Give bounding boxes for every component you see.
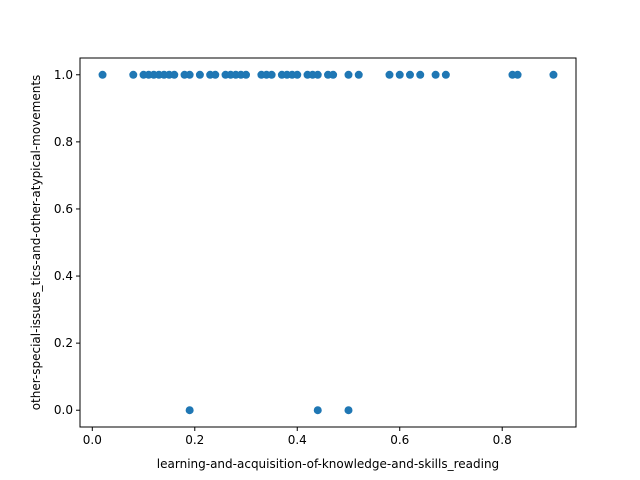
x-tick-label: 0.2 — [185, 433, 204, 447]
y-tick-label: 0.4 — [54, 269, 73, 283]
y-tick-label: 0.0 — [54, 403, 73, 417]
data-point — [354, 70, 363, 79]
y-tick-label: 0.8 — [54, 135, 73, 149]
x-tick-label: 0.8 — [493, 433, 512, 447]
x-tick-label: 0.0 — [83, 433, 102, 447]
data-point — [195, 70, 204, 79]
data-points — [98, 70, 558, 415]
data-point — [416, 70, 425, 79]
data-point — [395, 70, 404, 79]
data-point — [405, 70, 414, 79]
data-point — [242, 70, 251, 79]
data-point — [344, 406, 353, 415]
x-tick-label: 0.4 — [288, 433, 307, 447]
y-tick-label: 1.0 — [54, 68, 73, 82]
data-point — [441, 70, 450, 79]
y-tick-label: 0.6 — [54, 202, 73, 216]
plot-background — [80, 58, 576, 427]
x-axis-label: learning-and-acquisition-of-knowledge-an… — [157, 457, 499, 471]
x-tick-label: 0.6 — [390, 433, 409, 447]
data-point — [98, 70, 107, 79]
data-point — [185, 406, 194, 415]
data-point — [313, 406, 322, 415]
data-point — [344, 70, 353, 79]
data-point — [185, 70, 194, 79]
y-axis-ticks: 0.0 0.2 0.4 0.6 0.8 1.0 — [54, 68, 80, 417]
data-point — [431, 70, 440, 79]
data-point — [293, 70, 302, 79]
plot-frame — [79, 57, 577, 428]
data-point — [385, 70, 394, 79]
data-point — [313, 70, 322, 79]
data-point — [513, 70, 522, 79]
data-point — [170, 70, 179, 79]
x-axis-ticks: 0.0 0.2 0.4 0.6 0.8 — [83, 427, 512, 447]
data-point — [267, 70, 276, 79]
data-point — [329, 70, 338, 79]
data-point — [129, 70, 138, 79]
data-point — [549, 70, 558, 79]
y-tick-label: 0.2 — [54, 336, 73, 350]
y-axis-label: other-special-issues_tics-and-other-atyp… — [29, 75, 43, 411]
data-point — [211, 70, 220, 79]
